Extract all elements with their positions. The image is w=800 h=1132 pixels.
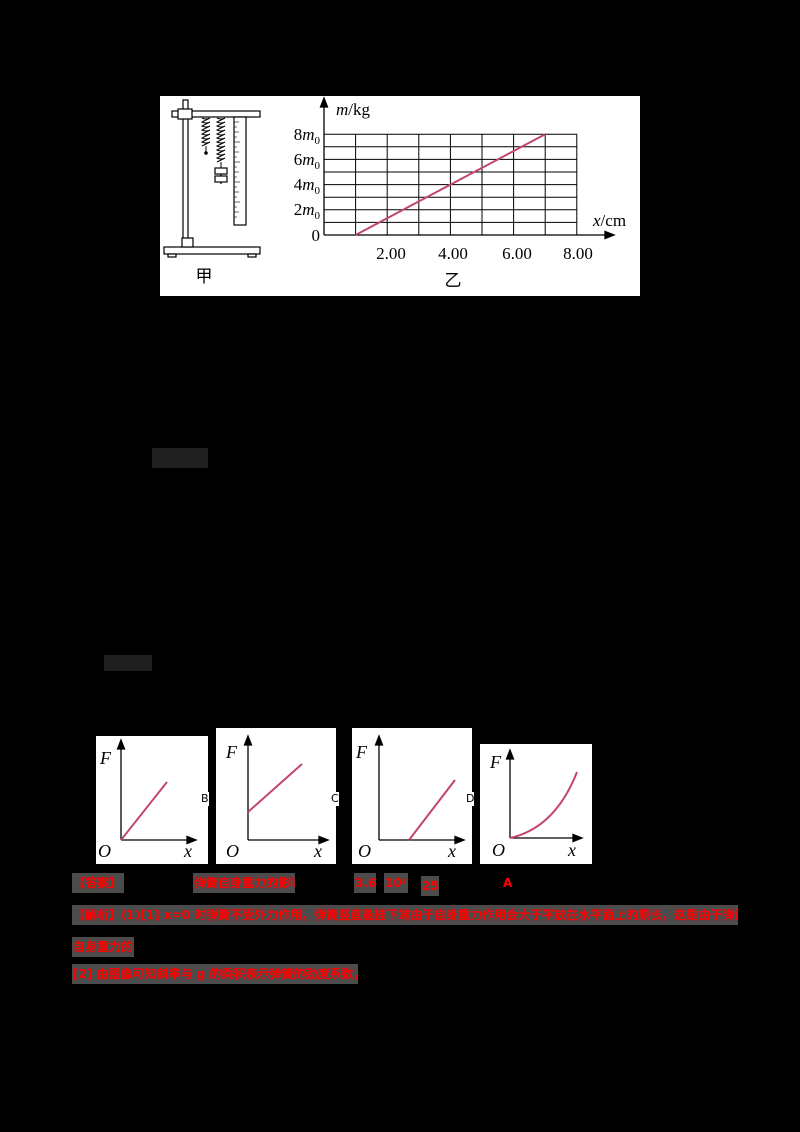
answer-choice: A — [503, 876, 513, 890]
option-letter-d: D — [466, 792, 474, 806]
option-graph-d[interactable]: F O x — [480, 744, 592, 864]
svg-text:O: O — [358, 841, 371, 861]
y-axis-label: m/kg — [336, 100, 371, 119]
x-axis-label: x/cm — [592, 211, 626, 230]
y-tick-labels: 8m0 6m0 4m0 2m0 0 — [294, 125, 321, 245]
svg-text:x: x — [567, 840, 576, 860]
option-graph-c[interactable]: F O x — [352, 728, 472, 864]
svg-text:x: x — [313, 841, 322, 861]
faint-artifact — [104, 655, 152, 671]
option-letter-c: C — [331, 792, 339, 806]
spring-stand-illustration — [163, 99, 261, 258]
answer-text-1: 弹簧自身重力的影响 — [193, 873, 295, 893]
graph-label: 乙 — [445, 271, 462, 291]
svg-text:O: O — [492, 840, 505, 860]
option-letter-b: B — [201, 792, 209, 806]
figure-top-panel: 甲 — [160, 96, 640, 296]
svg-text:6m0: 6m0 — [294, 150, 321, 172]
svg-text:4m0: 4m0 — [294, 175, 321, 197]
option-graph-b[interactable]: F O x — [216, 728, 336, 864]
svg-text:x: x — [183, 841, 192, 861]
faint-artifact — [152, 448, 208, 468]
analysis-line-2: 自身重力的影响。 — [72, 937, 134, 957]
mass-extension-graph: m/kg x/cm 8m0 6m0 4m0 2m0 0 2.00 4.00 6.… — [294, 96, 626, 291]
answer-value-2: 10² — [384, 873, 408, 893]
svg-text:2m0: 2m0 — [294, 200, 321, 222]
analysis-line-1: 【解析】(1)[1] x=0 时弹簧不受外力作用，弹簧竖直悬挂下端由于自身重力作… — [72, 905, 738, 925]
svg-text:O: O — [98, 841, 111, 861]
svg-text:O: O — [226, 841, 239, 861]
answer-value-3: 25 — [421, 876, 439, 896]
svg-text:4.00: 4.00 — [438, 244, 468, 263]
apparatus-and-graph: 甲 — [163, 96, 626, 291]
svg-text:F: F — [225, 742, 238, 762]
svg-text:8.00: 8.00 — [563, 244, 593, 263]
svg-text:F: F — [99, 748, 112, 768]
svg-text:F: F — [355, 742, 368, 762]
apparatus-label: 甲 — [196, 267, 213, 287]
answer-value-1: 3.6 — [354, 873, 376, 893]
svg-text:0: 0 — [312, 226, 321, 245]
svg-text:F: F — [489, 752, 502, 772]
svg-text:x: x — [447, 841, 456, 861]
data-line — [355, 133, 546, 236]
option-graph-a[interactable]: F O x — [96, 736, 208, 864]
svg-text:8m0: 8m0 — [294, 125, 321, 147]
x-tick-labels: 2.00 4.00 6.00 8.00 — [376, 244, 593, 263]
analysis-line-3: [2] 由图像可知斜率与 g 的乘积表示弹簧的劲度系数，则 — [72, 964, 358, 984]
answer-tag: 【答案】 — [72, 873, 124, 893]
svg-text:2.00: 2.00 — [376, 244, 406, 263]
svg-text:6.00: 6.00 — [502, 244, 532, 263]
